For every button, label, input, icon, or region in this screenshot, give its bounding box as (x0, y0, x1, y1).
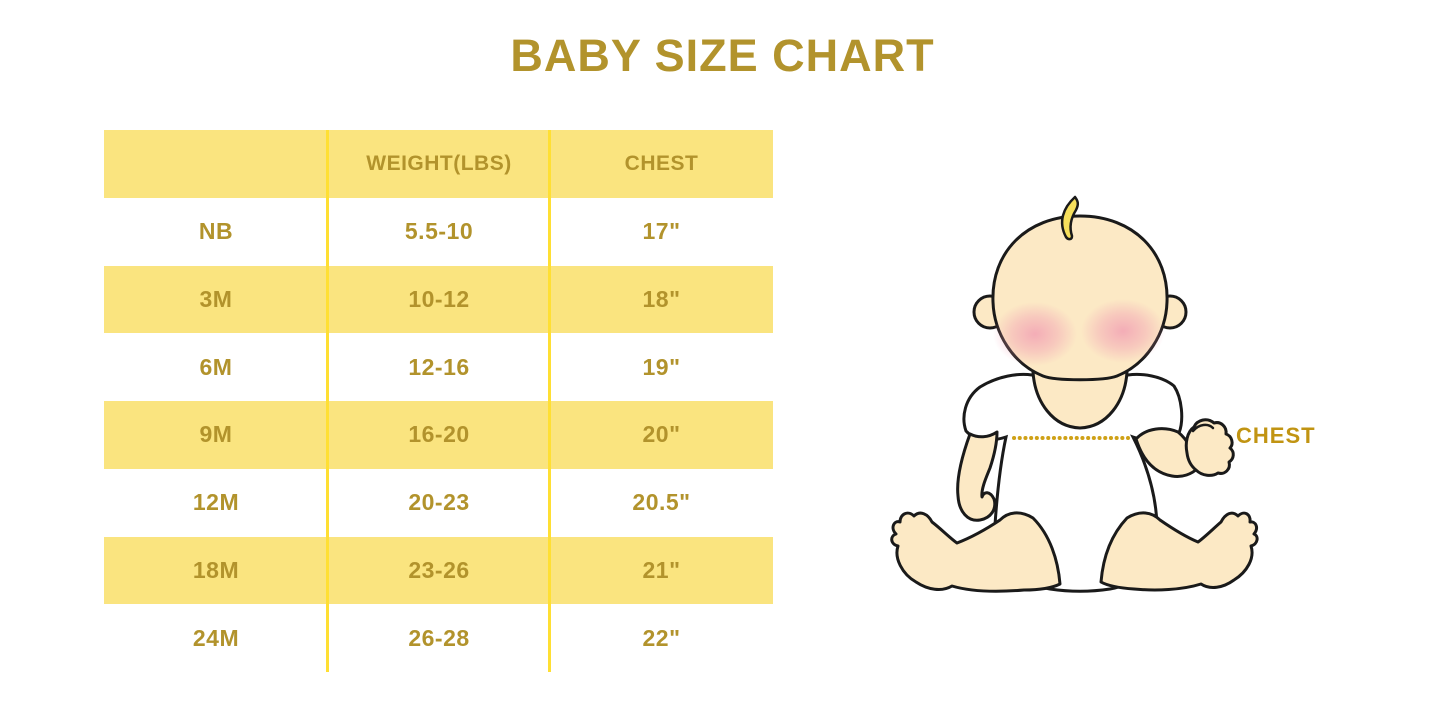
baby-fist (1184, 418, 1235, 477)
size-cell: 12M (192, 489, 240, 516)
header-weight: WEIGHT(LBS) (366, 151, 512, 175)
table-row: 24M 26-28 22" (104, 604, 773, 672)
baby-drawing (890, 195, 1259, 593)
weight-cell: 23-26 (408, 556, 470, 583)
baby-left-cheek (993, 302, 1077, 366)
baby-right-cheek (1081, 299, 1165, 363)
column-divider (548, 130, 551, 672)
chest-cell: 18" (642, 285, 681, 312)
column-divider (326, 130, 329, 672)
weight-cell: 26-28 (408, 624, 470, 651)
weight-cell: 20-23 (408, 489, 470, 516)
weight-cell: 5.5-10 (404, 218, 474, 245)
size-cell: 24M (192, 624, 240, 651)
chest-cell: 17" (642, 218, 681, 245)
table-row: 9M 16-20 20" (104, 401, 773, 469)
chest-cell: 22" (642, 624, 681, 651)
chest-cell: 20" (642, 421, 681, 448)
chest-cell: 21" (642, 556, 681, 583)
size-cell: 18M (192, 556, 240, 583)
baby-left-arm (956, 430, 999, 522)
table-row: 6M 12-16 19" (104, 333, 773, 401)
baby-left-leg (890, 511, 1062, 593)
table-row: 18M 23-26 21" (104, 536, 773, 605)
table-row: NB 5.5-10 17" (104, 197, 773, 266)
size-table: WEIGHT(LBS) CHEST NB 5.5-10 17" 3M 10-12… (104, 130, 773, 672)
table-row: 3M 10-12 18" (104, 265, 773, 334)
page-title: BABY SIZE CHART (510, 30, 935, 81)
size-cell: 6M (199, 353, 233, 380)
baby-right-leg (1099, 511, 1259, 592)
table-header-row: WEIGHT(LBS) CHEST (104, 130, 773, 198)
chest-measurement-label: CHEST (1236, 423, 1316, 448)
table-row: 12M 20-23 20.5" (104, 468, 773, 537)
weight-cell: 12-16 (408, 353, 470, 380)
size-cell: NB (198, 218, 234, 245)
weight-cell: 16-20 (408, 421, 470, 448)
chest-cell: 20.5" (632, 489, 691, 516)
weight-cell: 10-12 (408, 285, 470, 312)
size-cell: 9M (199, 421, 233, 448)
size-cell: 3M (199, 285, 233, 312)
baby-hair-tuft (1060, 195, 1080, 241)
baby-thumb-line (1191, 423, 1215, 433)
baby-illustration: CHEST (880, 180, 1360, 600)
chest-cell: 19" (642, 353, 681, 380)
header-chest: CHEST (624, 151, 699, 175)
